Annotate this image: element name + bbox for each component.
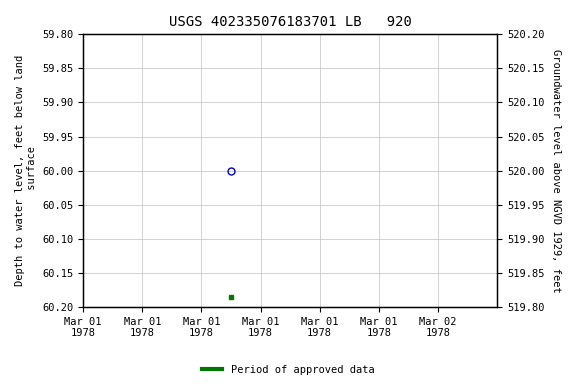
Y-axis label: Depth to water level, feet below land
 surface: Depth to water level, feet below land su… (15, 55, 37, 286)
Title: USGS 402335076183701 LB   920: USGS 402335076183701 LB 920 (169, 15, 412, 29)
Legend: Period of approved data: Period of approved data (198, 361, 378, 379)
Y-axis label: Groundwater level above NGVD 1929, feet: Groundwater level above NGVD 1929, feet (551, 49, 561, 293)
